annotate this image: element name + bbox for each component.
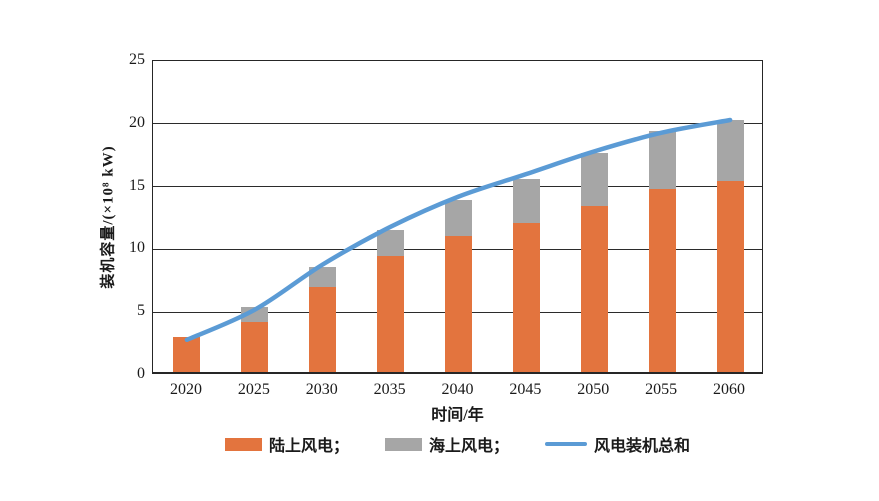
bar-offshore-2040 [445, 199, 472, 237]
bar-offshore-2025 [241, 306, 269, 322]
legend-label-onshore: 陆上风电； [268, 438, 349, 455]
legend-label-total: 风电装机总和 [594, 438, 691, 455]
y-tick-label-10: 10 [129, 239, 145, 257]
bar-offshore-2055 [648, 130, 676, 189]
gridline-20 [153, 123, 762, 125]
x-tick-label-2060: 2060 [713, 381, 746, 398]
y-tick-label-25: 25 [129, 51, 145, 68]
y-tick-label-20: 20 [129, 113, 145, 131]
legend: 陆上风电； 海上风电； 风电装机总和 [152, 432, 763, 456]
bar-onshore-2050 [580, 206, 608, 372]
legend-item-total: 风电装机总和 [545, 432, 690, 456]
bar-onshore-2055 [648, 188, 676, 372]
legend-item-offshore: 海上风电； [384, 432, 509, 456]
legend-label-offshore: 海上风电； [428, 438, 509, 455]
bar-onshore-2040 [445, 236, 472, 372]
y-tick-label-15: 15 [129, 176, 145, 194]
gridline-15 [153, 186, 762, 188]
bar-onshore-2030 [309, 286, 337, 372]
x-tick-label-2020: 2020 [169, 381, 202, 398]
bar-onshore-2060 [716, 181, 744, 372]
bar-onshore-2045 [512, 222, 540, 372]
x-tick-label-2035: 2035 [373, 381, 406, 398]
bar-onshore-2035 [377, 256, 405, 372]
bar-onshore-2020 [173, 336, 201, 372]
x-tick-label-2025: 2025 [237, 381, 270, 398]
legend-item-onshore: 陆上风电； [224, 432, 349, 456]
bar-offshore-2045 [512, 178, 540, 223]
x-tick-label-2055: 2055 [645, 381, 678, 398]
stacked-bars [153, 61, 762, 372]
total-line-path [184, 117, 733, 343]
bar-onshore-2025 [241, 321, 269, 372]
bar-offshore-2060 [716, 119, 744, 182]
x-tick-label-2040: 2040 [441, 381, 474, 398]
y-axis-title: 装机容量/(×10⁸ kW) [100, 145, 117, 289]
y-tick-label-5: 5 [137, 302, 145, 320]
onshore-wind-swatch [224, 437, 262, 451]
x-axis-title: 时间/年 [431, 407, 484, 424]
bar-offshore-2030 [309, 266, 337, 287]
total-line-swatch [545, 441, 587, 447]
bar-offshore-2050 [580, 153, 608, 207]
x-tick-label-2030: 2030 [305, 381, 338, 398]
plot-area [152, 60, 763, 374]
bar-offshore-2035 [377, 230, 405, 257]
y-tick-label-0: 0 [137, 365, 145, 382]
offshore-wind-swatch [384, 437, 422, 451]
total-line [184, 117, 733, 343]
x-tick-label-2050: 2050 [577, 381, 610, 398]
x-tick-label-2045: 2045 [509, 381, 542, 398]
